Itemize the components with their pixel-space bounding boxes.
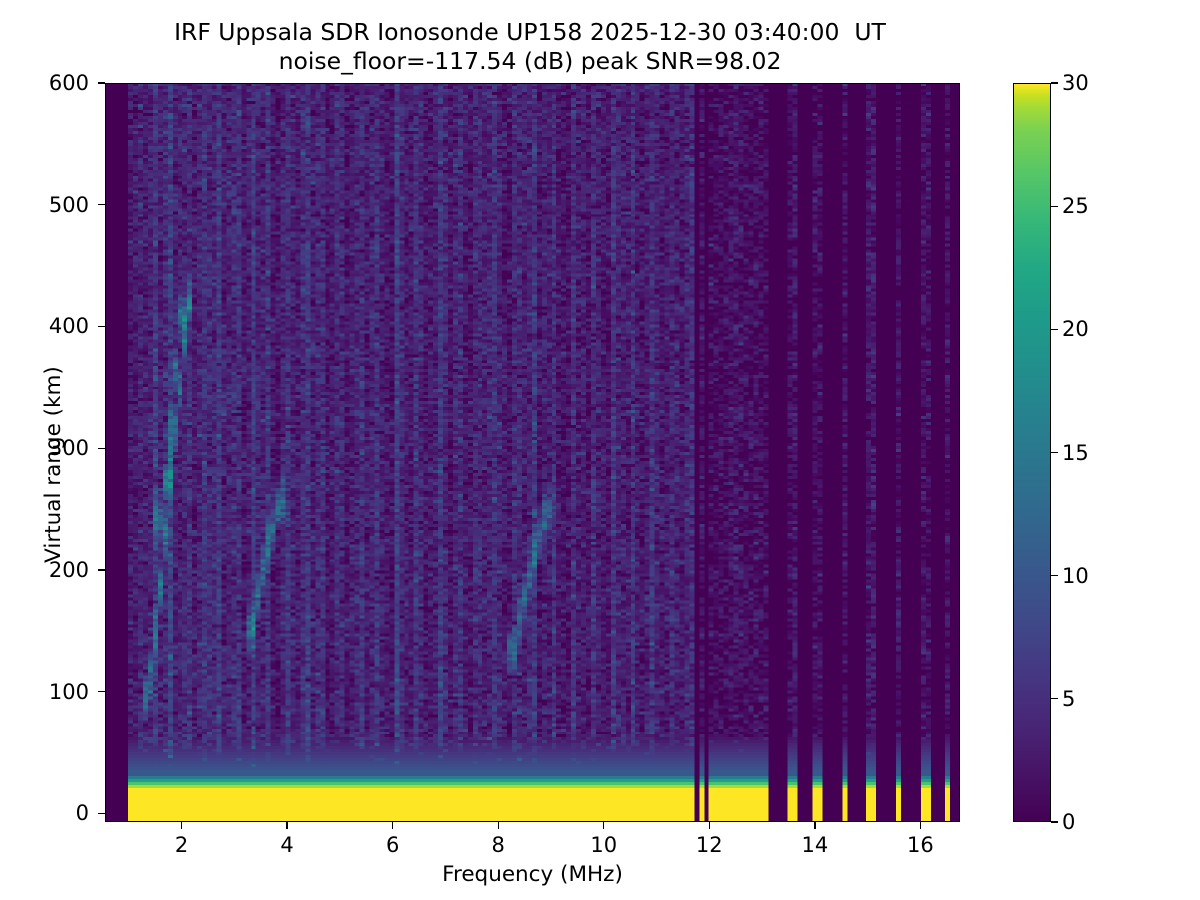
y-tick-mark <box>98 325 105 328</box>
x-tick-label: 16 <box>907 833 934 857</box>
x-tick-label: 6 <box>385 833 400 857</box>
colorbar-tick-mark <box>1051 821 1058 823</box>
colorbar-tick-label: 15 <box>1062 440 1089 465</box>
colorbar-tick-label: 10 <box>1062 563 1089 588</box>
y-tick-label: 200 <box>48 557 89 582</box>
colorbar-tick-label: 30 <box>1062 71 1089 95</box>
colorbar-gradient <box>1014 84 1050 821</box>
x-axis-label: Frequency (MHz) <box>442 862 623 887</box>
x-tick-label: 14 <box>801 833 829 857</box>
title-line-primary: IRF Uppsala SDR Ionosonde UP158 2025-12-… <box>174 18 886 46</box>
ionogram-plot-area <box>105 83 960 822</box>
y-tick-mark <box>98 82 105 84</box>
x-tick-mark <box>708 822 710 829</box>
colorbar-tick-label: 5 <box>1062 686 1076 711</box>
y-tick-label: 500 <box>48 192 89 217</box>
colorbar-tick-mark <box>1051 575 1058 577</box>
y-tick-mark <box>98 812 105 815</box>
x-tick-mark <box>180 822 183 829</box>
colorbar-tick-mark <box>1051 328 1058 330</box>
x-tick-mark <box>286 822 288 829</box>
title-line-secondary: noise_floor=-117.54 (dB) peak SNR=98.02 <box>278 46 782 75</box>
colorbar-tick-mark <box>1051 205 1058 207</box>
colorbar-tick-label: 25 <box>1062 194 1089 219</box>
colorbar-tick-mark <box>1051 451 1058 454</box>
x-tick-label: 12 <box>695 833 723 857</box>
x-tick-mark <box>603 822 605 829</box>
x-tick-mark <box>814 822 816 829</box>
y-tick-label: 600 <box>48 71 89 95</box>
colorbar-tick-mark <box>1051 698 1058 700</box>
x-tick-label: 10 <box>590 833 618 857</box>
x-tick-label: 4 <box>280 833 294 857</box>
x-tick-mark <box>391 822 394 829</box>
x-tick-label: 2 <box>174 833 189 857</box>
y-axis-label: Virtual range (km) <box>41 366 66 563</box>
y-tick-label: 300 <box>48 436 89 461</box>
x-tick-label: 8 <box>491 833 505 857</box>
y-tick-mark <box>98 447 105 449</box>
y-tick-label: 0 <box>75 801 89 826</box>
colorbar-tick-mark <box>1051 82 1058 84</box>
y-tick-mark <box>98 204 105 206</box>
y-tick-label: 400 <box>48 314 89 339</box>
ionogram-heatmap-canvas <box>106 84 959 821</box>
colorbar-tick-label: 0 <box>1062 810 1076 834</box>
x-tick-mark <box>919 822 922 829</box>
snr-colorbar <box>1013 83 1051 822</box>
colorbar-tick-label: 20 <box>1062 317 1089 342</box>
y-tick-mark <box>98 569 105 571</box>
x-tick-mark <box>497 822 499 829</box>
y-tick-label: 100 <box>48 679 89 704</box>
y-tick-mark <box>98 691 105 693</box>
figure-title: IRF Uppsala SDR Ionosonde UP158 2025-12-… <box>0 18 1060 75</box>
